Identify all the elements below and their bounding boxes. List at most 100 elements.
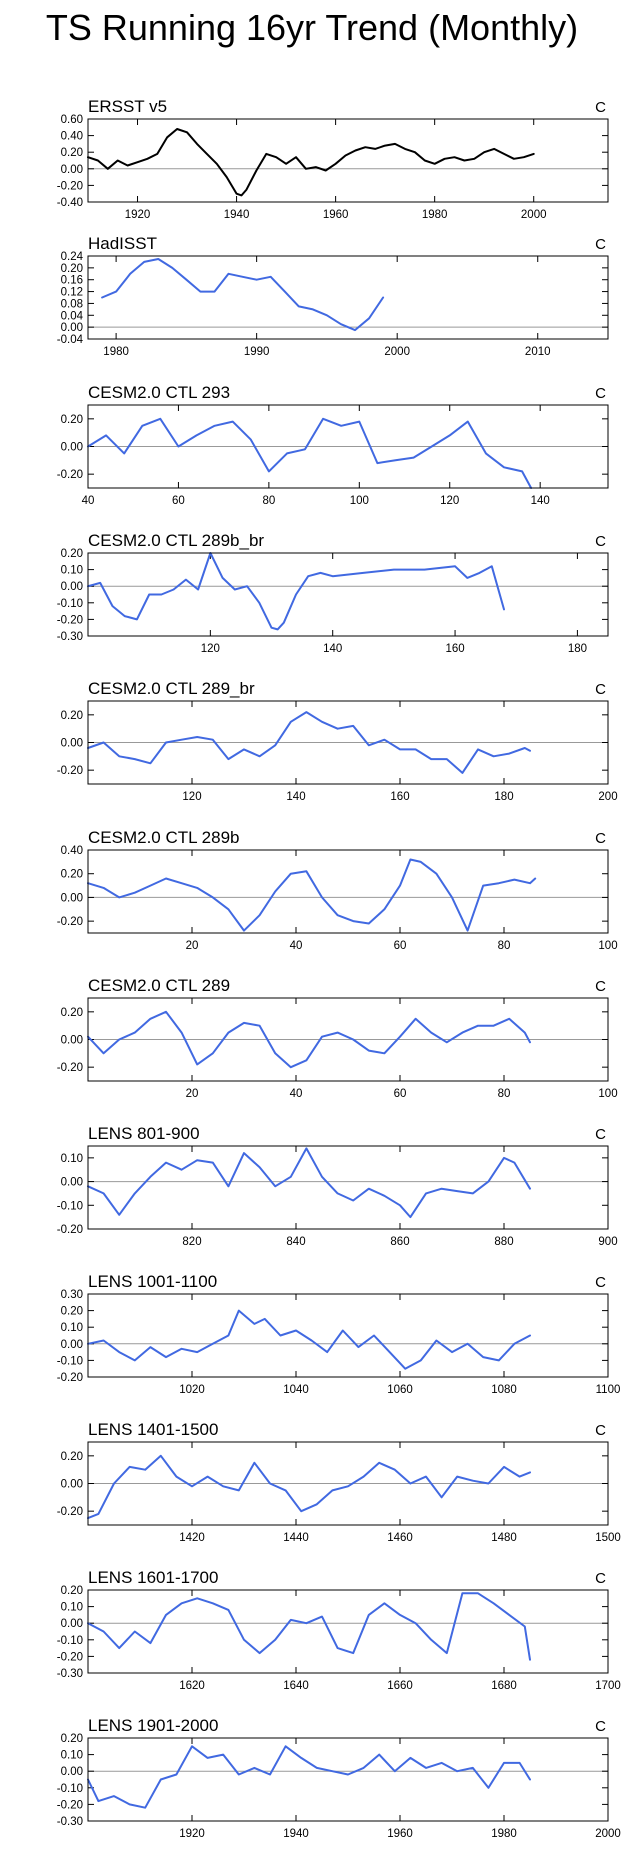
y-tick-label: 0.00	[61, 322, 83, 334]
y-tick-label: 0.20	[61, 869, 83, 881]
x-tick-label: 1440	[283, 1532, 309, 1544]
x-tick-label: 1980	[422, 209, 448, 221]
panel-title: LENS 1601-1700	[88, 1568, 218, 1587]
x-tick-label: 1920	[125, 209, 151, 221]
x-tick-label: 160	[390, 791, 409, 803]
x-tick-label: 100	[598, 1088, 617, 1100]
panel-title: CESM2.0 CTL 289b_br	[88, 531, 264, 550]
x-tick-label: 180	[568, 643, 587, 655]
y-tick-label: 0.12	[61, 287, 83, 299]
x-tick-label: 180	[494, 791, 513, 803]
panel-title: HadISST	[88, 234, 157, 253]
y-tick-label: 0.00	[61, 738, 83, 750]
x-tick-label: 40	[290, 940, 303, 952]
y-tick-label: 0.00	[61, 1339, 83, 1351]
y-tick-label: -0.20	[57, 180, 83, 192]
y-tick-label: 0.40	[61, 845, 83, 857]
x-tick-label: 820	[182, 1236, 201, 1248]
series-line	[87, 1745, 531, 1809]
unit-label: C	[595, 1274, 606, 1291]
x-tick-label: 1500	[595, 1532, 621, 1544]
x-tick-label: 20	[186, 940, 199, 952]
x-tick-label: 1940	[283, 1828, 309, 1840]
y-tick-label: -0.20	[57, 1506, 83, 1518]
chart-panel: CESM2.0 CTL 289_br C -0.20 0.00 0.20 120 140 16…	[57, 679, 618, 803]
series-line	[87, 1592, 531, 1661]
y-tick-label: 0.20	[61, 147, 83, 159]
unit-label: C	[595, 830, 606, 847]
y-tick-label: -0.20	[57, 1372, 83, 1384]
plot-frame	[87, 404, 609, 489]
y-tick-label: 0.08	[61, 298, 83, 310]
x-tick-label: 1640	[283, 1680, 309, 1692]
x-tick-label: 40	[290, 1088, 303, 1100]
series-line	[87, 1147, 531, 1219]
y-tick-label: -0.10	[57, 1355, 83, 1367]
x-tick-label: 200	[598, 791, 617, 803]
series-line	[87, 128, 535, 197]
x-tick-label: 60	[172, 495, 185, 507]
x-tick-label: 1060	[387, 1384, 413, 1396]
x-tick-label: 120	[182, 791, 201, 803]
series-line	[87, 858, 537, 932]
plot-frame	[87, 849, 609, 934]
y-tick-label: -0.30	[57, 1816, 83, 1828]
y-tick-label: -0.20	[57, 614, 83, 626]
x-tick-label: 1700	[595, 1680, 621, 1692]
panel-title: CESM2.0 CTL 293	[88, 383, 230, 402]
x-tick-label: 1960	[323, 209, 349, 221]
y-tick-label: -0.20	[57, 1651, 83, 1663]
y-tick-label: 0.10	[61, 565, 83, 577]
plot-frame	[87, 1737, 609, 1822]
x-tick-label: 40	[82, 495, 95, 507]
series-line	[87, 711, 531, 774]
y-tick-label: 0.00	[61, 892, 83, 904]
chart-panel: LENS 1601-1700 C -0.30 -0.20 -0.10 0.00 0.10 0.…	[57, 1568, 621, 1692]
unit-label: C	[595, 978, 606, 995]
x-tick-label: 80	[498, 1088, 511, 1100]
y-tick-label: -0.10	[57, 1200, 83, 1212]
series-line	[87, 552, 505, 631]
chart-panel: LENS 801-900 C -0.20 -0.10 0.00 0.10 820 840 860…	[57, 1124, 618, 1248]
x-tick-label: 2010	[525, 346, 551, 358]
x-tick-label: 1660	[387, 1680, 413, 1692]
x-tick-label: 2000	[595, 1828, 621, 1840]
y-tick-label: -0.20	[57, 1224, 83, 1236]
y-tick-label: -0.04	[57, 334, 84, 346]
panel-title: ERSST v5	[88, 97, 167, 116]
series-line	[87, 417, 533, 489]
x-tick-label: 140	[531, 495, 550, 507]
x-tick-label: 100	[598, 940, 617, 952]
unit-label: C	[595, 99, 606, 116]
unit-label: C	[595, 681, 606, 698]
plot-frame	[87, 1293, 609, 1378]
figure-title: TS Running 16yr Trend (Monthly)	[46, 7, 578, 48]
panel-title: CESM2.0 CTL 289	[88, 976, 230, 995]
x-tick-label: 60	[394, 940, 407, 952]
y-tick-label: -0.10	[57, 598, 83, 610]
panel-title: CESM2.0 CTL 289b	[88, 828, 240, 847]
unit-label: C	[595, 1422, 606, 1439]
x-tick-label: 140	[323, 643, 342, 655]
chart-panel: CESM2.0 CTL 289b_br C -0.30 -0.20 -0.10 0.00 0…	[57, 531, 609, 655]
y-tick-label: -0.40	[57, 197, 83, 209]
chart-panel: CESM2.0 CTL 289b C -0.20 0.00 0.20 0.40 20 40 60…	[57, 828, 618, 952]
plot-frame	[87, 1441, 609, 1526]
y-tick-label: 0.10	[61, 1153, 83, 1165]
y-tick-label: 0.04	[61, 310, 84, 322]
panel-title: CESM2.0 CTL 289_br	[88, 679, 255, 698]
y-tick-label: 0.10	[61, 1602, 83, 1614]
chart-panel: ERSST v5 C -0.40 -0.20 0.00 0.20 0.40 0.60 1920 1…	[57, 97, 609, 221]
x-tick-label: 880	[494, 1236, 513, 1248]
y-tick-label: 0.40	[61, 131, 83, 143]
series-line	[101, 258, 385, 332]
x-tick-label: 120	[201, 643, 220, 655]
plot-frame	[87, 1145, 609, 1230]
series-line	[87, 1010, 531, 1069]
y-tick-label: 0.20	[61, 548, 83, 560]
y-tick-label: 0.20	[61, 1585, 83, 1597]
plot-frame	[87, 255, 609, 340]
x-tick-label: 120	[440, 495, 459, 507]
x-tick-label: 840	[286, 1236, 305, 1248]
x-tick-label: 2000	[384, 346, 410, 358]
